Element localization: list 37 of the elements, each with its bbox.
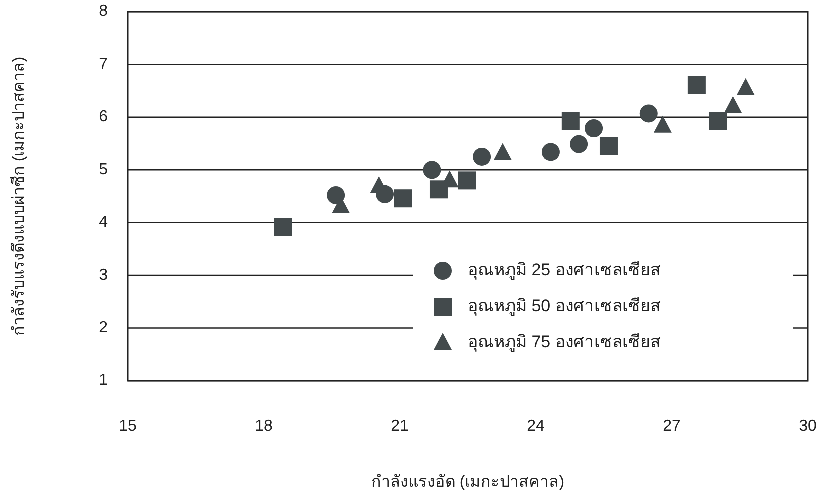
point — [688, 76, 706, 94]
x-tick-label: 30 — [799, 418, 817, 436]
point — [736, 78, 755, 96]
point — [640, 104, 658, 123]
y-tick-label: 1 — [99, 372, 108, 390]
y-tick-label: 4 — [99, 214, 108, 232]
point — [585, 120, 604, 138]
point — [570, 135, 588, 154]
point — [458, 172, 476, 190]
x-axis-title: กำลังแรงอัด (เมกะปาสคาล) — [371, 474, 565, 491]
point — [274, 218, 292, 236]
point — [542, 143, 560, 162]
point — [423, 161, 442, 180]
x-tick-label: 24 — [527, 418, 545, 436]
point — [600, 137, 618, 156]
legend-label: อุณหภูมิ 50 องศาเซลเซียส — [468, 296, 662, 316]
x-tick-label: 18 — [255, 418, 273, 436]
y-axis-title: กำลังรับแรงดึงแบบผ่าซีก (เมกะปาสคาล) — [10, 56, 28, 336]
legend-label: อุณหภูมิ 25 องศาเซลเซียส — [468, 260, 662, 280]
point — [394, 190, 412, 208]
legend-label: อุณหภูมิ 75 องศาเซลเซียส — [468, 332, 662, 352]
point — [327, 186, 346, 204]
point — [709, 112, 728, 130]
point — [724, 96, 742, 114]
y-tick-label: 2 — [99, 320, 108, 337]
point — [562, 112, 580, 130]
y-tick-label: 5 — [99, 161, 108, 178]
point — [473, 148, 492, 166]
x-tick-label: 27 — [663, 418, 681, 436]
y-tick-label: 6 — [99, 108, 108, 126]
y-tick-label: 8 — [99, 3, 108, 20]
y-tick-label: 3 — [99, 266, 108, 284]
x-tick-label: 15 — [119, 418, 137, 436]
x-tick-label: 21 — [391, 418, 409, 436]
point — [494, 143, 512, 160]
y-tick-label: 7 — [99, 56, 108, 73]
point — [654, 116, 672, 133]
